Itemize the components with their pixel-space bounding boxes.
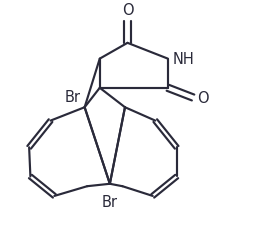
Text: Br: Br — [65, 89, 81, 104]
Text: O: O — [121, 3, 133, 18]
Text: O: O — [197, 91, 209, 106]
Text: Br: Br — [101, 194, 117, 209]
Text: NH: NH — [172, 52, 193, 67]
